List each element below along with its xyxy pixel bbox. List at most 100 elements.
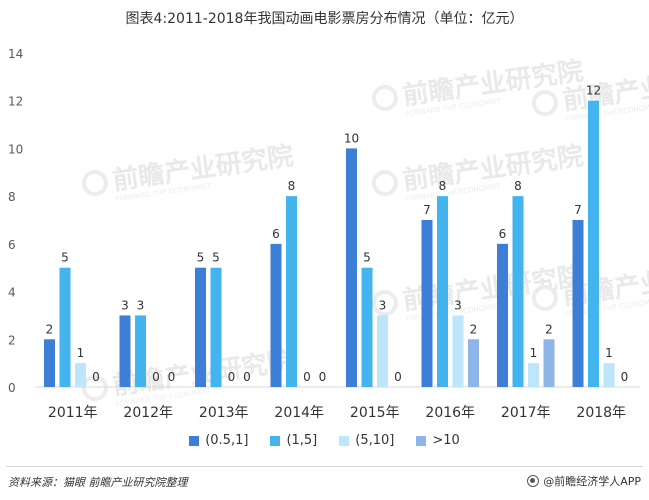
bar [528,363,539,387]
source-note: 资料来源：猫眼 前瞻产业研究院整理 [8,476,188,489]
legend-swatch [339,435,350,446]
y-tick-label: 4 [8,286,16,300]
watermark-logo-icon [531,285,558,312]
bar [377,315,388,387]
bar [270,243,282,387]
watermark-logo-icon [371,85,398,112]
data-label: 5 [61,251,69,265]
brand-credit: @前瞻经济学人APP [527,473,641,489]
bar [195,267,206,387]
data-label: 0 [152,370,160,384]
y-tick-label: 14 [8,47,23,61]
data-label: 0 [303,370,311,384]
data-label: 5 [363,251,371,265]
legend-item: >10 [416,433,460,448]
bar [135,315,146,387]
bar [588,100,599,387]
bar [59,267,71,387]
legend-label: >10 [432,433,460,448]
bar [497,243,508,387]
watermark-logo-icon [531,90,558,117]
data-label: 5 [197,251,205,265]
bar [468,339,479,387]
x-tick-label: 2018年 [576,405,626,421]
data-label: 6 [499,227,507,241]
bar [75,363,86,387]
legend-swatch [189,435,200,446]
data-label: 3 [454,298,462,312]
brand-label: @前瞻经济学人APP [543,475,641,488]
data-label: 2 [46,322,54,336]
data-label: 2 [470,322,478,336]
data-label: 1 [530,346,538,360]
watermark-logo-icon [81,170,108,197]
data-label: 1 [605,346,613,360]
data-label: 0 [243,370,251,384]
data-label: 12 [586,84,601,98]
data-label: 3 [379,298,387,312]
legend-item: (5,10] [339,433,394,448]
data-label: 0 [621,370,629,384]
y-tick-label: 10 [8,142,23,156]
y-tick-label: 2 [8,333,16,347]
watermark-logo-icon [371,170,398,197]
bar [452,315,464,387]
y-tick-label: 6 [8,238,16,252]
data-label: 5 [212,251,220,265]
data-label: 8 [439,179,447,193]
data-label: 7 [574,203,582,217]
chart-legend: (0.5,1] (1,5] (5,10] >10 [0,433,649,448]
bar [543,339,555,387]
x-tick-label: 2014年 [274,405,324,421]
bar [210,267,222,387]
bar [44,339,55,387]
watermark-logo-icon [371,290,398,317]
data-label: 8 [288,179,296,193]
chart-title: 图表4:2011-2018年我国动画电影票房分布情况（单位：亿元） [125,11,524,27]
data-label: 7 [423,203,431,217]
data-label: 1 [77,346,85,360]
y-tick-label: 8 [8,190,16,204]
data-label: 10 [344,131,359,145]
data-label: 0 [168,370,176,384]
data-label: 0 [394,370,402,384]
data-label: 0 [319,370,327,384]
x-tick-label: 2011年 [48,405,98,421]
data-label: 2 [545,322,553,336]
data-label: 0 [92,370,100,384]
legend-item: (0.5,1] [189,433,248,448]
bar [361,267,373,387]
y-tick-label: 12 [8,95,23,109]
x-tick-label: 2016年 [425,405,475,421]
brand-logo-icon [527,475,540,487]
bar [603,363,615,387]
bar [437,196,448,387]
legend-label: (0.5,1] [205,433,249,448]
bar [119,315,131,387]
legend-label: (1,5] [286,433,318,448]
data-label: 6 [272,227,280,241]
bar [346,148,357,387]
x-tick-label: 2015年 [350,405,400,421]
legend-label: (5,10] [355,433,395,448]
x-tick-label: 2013年 [199,405,249,421]
bar [421,220,433,387]
legend-swatch [270,435,281,446]
bar [286,196,297,387]
data-label: 0 [228,370,236,384]
bar [512,196,524,387]
y-tick-label: 0 [8,381,16,395]
bar [572,220,584,387]
data-label: 3 [137,298,145,312]
footer-divider [6,466,643,467]
x-tick-label: 2012年 [123,405,173,421]
legend-item: (1,5] [270,433,317,448]
legend-swatch [416,435,427,446]
x-tick-label: 2017年 [501,405,551,421]
data-label: 3 [121,298,129,312]
